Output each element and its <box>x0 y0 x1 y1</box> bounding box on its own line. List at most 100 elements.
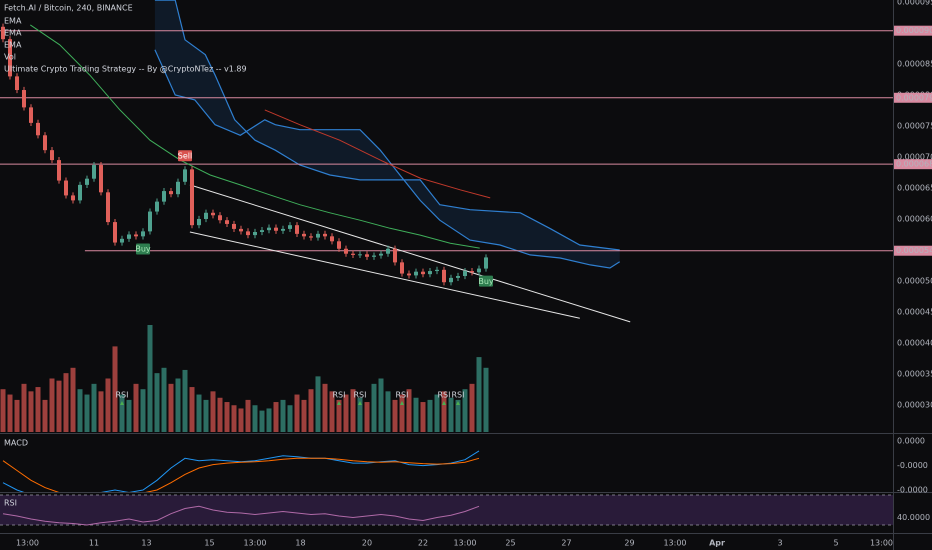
candle-body <box>337 241 341 249</box>
volume-bar <box>413 397 419 432</box>
x-tick-label: 13 <box>141 539 151 548</box>
volume-bar <box>441 391 447 432</box>
volume-bar <box>287 405 293 432</box>
volume-bar <box>112 346 118 432</box>
volume-bar <box>266 408 272 432</box>
rsi-signal-label: RSI <box>333 391 346 400</box>
x-tick-label: 20 <box>362 539 372 548</box>
rsi-signal-label: RSI <box>438 391 451 400</box>
volume-bar <box>385 391 391 432</box>
candle-body <box>176 181 180 195</box>
volume-bar <box>203 399 209 432</box>
signal-box <box>136 243 150 255</box>
candle-body <box>57 160 61 181</box>
candle-body <box>225 220 229 224</box>
candle-body <box>120 238 124 243</box>
candle-body <box>365 254 369 257</box>
volume-bar <box>476 357 482 432</box>
rsi-signal-marker <box>400 401 404 405</box>
candle-body <box>316 233 320 238</box>
volume-bar <box>175 378 181 432</box>
candle-body <box>218 215 222 221</box>
level-label-bg <box>894 25 932 36</box>
candle-body <box>484 257 488 269</box>
volume-bar <box>210 391 216 432</box>
candle-body <box>78 184 82 201</box>
rsi-tick-label: 40.0000 <box>897 513 930 522</box>
rsi-band <box>0 495 893 525</box>
rsi-signal-marker <box>120 401 124 405</box>
volume-bar <box>371 383 377 432</box>
cloud-line <box>154 0 620 251</box>
candle-body <box>274 227 278 231</box>
volume-bar <box>357 397 363 432</box>
rsi-signal-marker <box>358 401 362 405</box>
macd-pane <box>2 450 480 492</box>
candle-body <box>302 233 306 237</box>
candle-body <box>386 248 390 254</box>
volume-bar <box>399 394 405 432</box>
macd-tick-label: -0.0000 <box>897 486 928 495</box>
macd-tick-label: 0.0000 <box>897 437 925 446</box>
level-label-bg <box>894 159 932 170</box>
rsi-signal-marker <box>442 401 446 405</box>
level-label: 0.00007955 <box>896 93 932 102</box>
volume-bar <box>301 399 307 432</box>
candle-body <box>449 277 453 283</box>
volume-bar <box>147 325 153 432</box>
x-tick-label: 22 <box>418 539 428 548</box>
volume-bar <box>119 394 125 432</box>
volume-bar <box>280 399 286 432</box>
candle-body <box>463 271 467 277</box>
signal-label: Buy <box>135 245 151 254</box>
rsi-signal-marker <box>337 401 341 405</box>
ema-line <box>264 109 491 199</box>
candle-body <box>8 39 12 77</box>
y-tick-label: 0.00009500 <box>897 0 932 6</box>
volume-bar <box>0 389 6 432</box>
volume-bar <box>154 373 160 432</box>
candle-body <box>232 223 236 229</box>
volume-bar <box>308 389 314 432</box>
candle-body <box>197 218 201 226</box>
volume-bar <box>252 405 258 432</box>
volume-bar <box>126 399 132 432</box>
candle-body <box>134 234 138 237</box>
candle-body <box>414 271 418 276</box>
candle-body <box>267 227 271 231</box>
y-tick-label: 0.00006500 <box>897 183 932 192</box>
volume-bar <box>7 394 13 432</box>
candle-body <box>148 211 152 232</box>
y-tick-label: 0.00004500 <box>897 307 932 316</box>
level-label: 0.00006884 <box>896 160 932 169</box>
volume-bar <box>42 399 48 432</box>
candle-body <box>435 269 439 272</box>
candle-body <box>246 231 250 236</box>
volume-bar <box>91 383 97 432</box>
candle-body <box>295 225 299 234</box>
candle-body <box>358 254 362 256</box>
level-label: 0.00009037 <box>896 26 932 35</box>
signal-box <box>479 275 493 287</box>
volume-bar <box>448 397 454 432</box>
candle-body <box>64 180 68 196</box>
volume-bar <box>245 399 251 432</box>
macd-line <box>2 457 480 492</box>
level-label: 0.00005488 <box>896 246 932 255</box>
candle-body <box>1 26 5 40</box>
trendline <box>189 231 580 319</box>
volume-bar <box>336 399 342 432</box>
candle-body <box>351 253 355 255</box>
candle-body <box>456 276 460 278</box>
volume-bar <box>483 367 489 432</box>
volume-bar <box>84 394 90 432</box>
volume-bar <box>322 383 328 432</box>
x-tick-label: 25 <box>505 539 515 548</box>
volume-bar <box>406 389 412 432</box>
volume-bar <box>189 387 195 432</box>
volume-bar <box>182 369 188 432</box>
candle-body <box>211 212 215 216</box>
x-tick-label: 13:00 <box>663 539 686 548</box>
candle-body <box>477 268 481 273</box>
